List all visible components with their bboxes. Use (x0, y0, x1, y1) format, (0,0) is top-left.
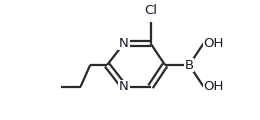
Text: B: B (185, 59, 194, 72)
Text: Cl: Cl (144, 4, 157, 17)
Text: OH: OH (204, 37, 224, 50)
Text: OH: OH (204, 80, 224, 93)
Text: N: N (119, 37, 129, 50)
Text: N: N (119, 80, 129, 93)
